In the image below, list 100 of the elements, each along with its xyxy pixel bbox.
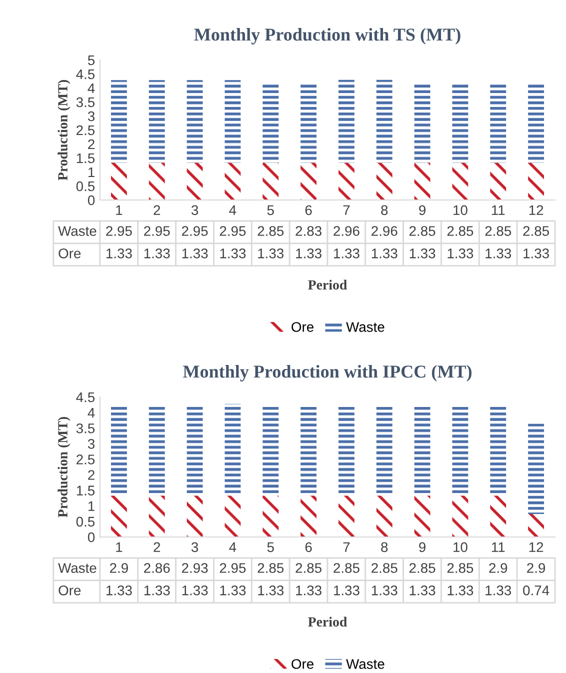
chart-title: Monthly Production with TS (MT): [194, 28, 460, 44]
data-label: 1.33: [182, 248, 208, 258]
bar: [376, 80, 392, 163]
y-tick-label: 0: [88, 195, 95, 206]
data-label: 1.33: [448, 248, 474, 258]
bar: [490, 162, 506, 200]
data-label: 2.85: [447, 226, 474, 236]
data-label: 1.33: [258, 248, 284, 258]
y-tick-label: 2.5: [76, 454, 95, 464]
chart-title: Monthly Production with IPCC (MT): [183, 365, 472, 382]
y-tick-label: 5: [88, 55, 95, 66]
x-tick-label: 6: [305, 542, 312, 552]
data-label: 1.33: [372, 585, 398, 596]
bar: [338, 80, 354, 163]
legend-label: Ore: [292, 659, 314, 669]
bar: [490, 496, 506, 537]
bar: [110, 405, 127, 496]
data-label: 1.33: [220, 248, 246, 258]
data-label: 2.95: [220, 226, 246, 236]
data-label: 1.33: [258, 585, 284, 596]
data-label: 1.33: [334, 248, 360, 258]
data-label: 2.93: [182, 563, 208, 573]
bar: [452, 496, 468, 537]
y-tick-label: 4: [88, 83, 95, 94]
x-tick-label: 11: [492, 542, 505, 552]
bar: [262, 82, 279, 163]
bar: [414, 496, 430, 537]
x-tick-label: 1: [116, 542, 122, 552]
data-label: 1.33: [410, 585, 436, 596]
data-label: 2.85: [296, 563, 322, 573]
bar: [414, 406, 430, 496]
bar: [224, 80, 241, 163]
data-label: 2.9: [527, 563, 546, 573]
data-label: 1.33: [296, 585, 322, 596]
bar: [528, 424, 544, 514]
data-label: 2.95: [220, 563, 246, 573]
bar: [528, 514, 544, 537]
x-tick-label: 12: [529, 205, 544, 215]
bar: [528, 162, 544, 200]
bar: [262, 162, 279, 200]
data-label: 1.33: [486, 585, 512, 596]
bar: [148, 496, 165, 537]
legend-label: Ore: [292, 322, 314, 332]
bar: [414, 82, 430, 163]
y-tick-label: 4: [88, 408, 95, 418]
bar: [186, 162, 203, 200]
data-label: 2.96: [334, 226, 360, 236]
text: Waste: [58, 563, 96, 573]
x-tick-label: 5: [267, 205, 274, 216]
bar: [300, 84, 317, 163]
x-tick-label: 1: [116, 205, 122, 215]
data-label: 2.85: [372, 563, 398, 573]
data-label: 2.85: [334, 563, 360, 573]
x-tick-label: 2: [154, 542, 160, 552]
text: Ore: [58, 248, 81, 258]
data-label: 2.85: [409, 563, 436, 573]
data-label: 2.85: [258, 563, 284, 573]
data-label: 2.85: [447, 563, 474, 573]
data-label: 1.33: [144, 585, 170, 596]
y-tick-label: 1: [88, 167, 94, 178]
y-tick-label: 3: [88, 439, 95, 449]
bar: [300, 496, 317, 537]
x-tick-label: 10: [454, 542, 468, 552]
x-tick-label: 9: [419, 205, 426, 216]
bar: [376, 406, 392, 496]
x-tick-label: 3: [191, 542, 198, 552]
y-axis-title: Production (MT): [58, 417, 70, 518]
x-tick-label: 11: [492, 205, 505, 215]
legend-label: Waste: [346, 659, 384, 669]
y-tick-label: 1.5: [76, 486, 95, 496]
legend-label: Waste: [346, 322, 384, 332]
y-tick-label: 0.5: [76, 181, 95, 192]
bar: [224, 404, 241, 496]
bar: [338, 496, 354, 537]
bar: [452, 82, 468, 163]
x-tick-label: 8: [381, 205, 388, 216]
data-label: 1.33: [106, 585, 132, 596]
x-tick-label: 6: [305, 205, 312, 216]
data-label: 2.85: [523, 226, 549, 236]
bar: [414, 162, 430, 200]
data-label: 1.33: [486, 248, 512, 258]
y-tick-label: 3.5: [76, 97, 95, 108]
y-tick-label: 2.5: [76, 125, 95, 136]
y-tick-label: 4.5: [76, 69, 95, 80]
data-label: 1.33: [524, 248, 549, 258]
bar: [148, 406, 165, 496]
x-axis-title: Period: [308, 280, 348, 290]
x-tick-label: 7: [343, 542, 350, 552]
bar: [148, 80, 165, 163]
data-label: 2.95: [182, 226, 208, 236]
y-tick-label: 1.5: [76, 153, 95, 164]
y-tick-label: 1: [88, 501, 94, 511]
x-tick-label: 2: [154, 205, 160, 215]
x-tick-label: 7: [343, 205, 350, 215]
y-tick-label: 0: [88, 532, 95, 542]
data-label: 1.33: [410, 248, 436, 258]
data-label: 2.96: [372, 226, 398, 236]
bar: [490, 405, 506, 496]
data-label: 1.33: [144, 248, 170, 258]
text: Ore: [58, 585, 81, 596]
